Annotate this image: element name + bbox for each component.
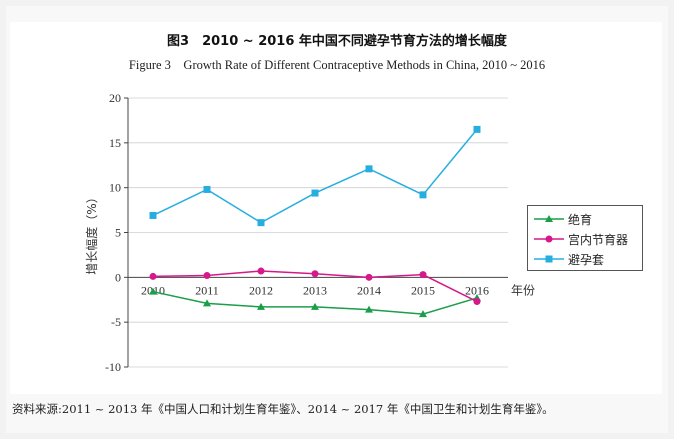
- x-tick-label: 2013: [303, 283, 327, 297]
- x-tick-label: 2011: [195, 283, 219, 297]
- data-point-triangle: [419, 310, 427, 318]
- legend-circle-icon: [534, 235, 564, 243]
- source-note: 资料来源:2011 ~ 2013 年《中国人口和计划生育年鉴》、2014 ~ 2…: [12, 402, 554, 416]
- legend-item-condom: 避孕套: [528, 250, 642, 268]
- legend-item-jueyu: 绝育: [528, 210, 642, 228]
- legend-label-iud: 宫内节育器: [568, 233, 629, 247]
- chart-title-cn: 图3 2010 ~ 2016 年中国不同避孕节育方法的增长幅度: [167, 34, 507, 49]
- data-point-circle: [473, 298, 481, 306]
- data-point-circle: [257, 267, 265, 275]
- data-point-circle: [311, 270, 319, 278]
- y-tick-label: 0: [115, 270, 121, 284]
- data-point-square: [257, 219, 265, 227]
- data-point-circle: [419, 271, 427, 279]
- data-point-triangle: [149, 287, 157, 295]
- legend-label-condom: 避孕套: [568, 253, 605, 267]
- y-tick-label: 5: [115, 226, 121, 240]
- data-point-square: [203, 185, 211, 193]
- y-axis-label: 增长幅度（%）: [84, 191, 99, 274]
- y-tick-label: -10: [105, 360, 121, 374]
- legend-item-iud: 宫内节育器: [528, 230, 642, 248]
- data-point-triangle: [203, 299, 211, 307]
- data-point-triangle: [257, 302, 265, 310]
- legend-triangle-icon: [534, 215, 564, 222]
- data-point-square: [419, 191, 427, 199]
- y-tick-label: 10: [109, 181, 121, 195]
- data-point-square: [473, 125, 481, 133]
- x-tick-label: 2015: [411, 283, 435, 297]
- data-point-square: [149, 211, 157, 219]
- chart-legend: 绝育 宫内节育器 避孕套: [527, 205, 643, 271]
- chart-title-en: Figure 3 Growth Rate of Different Contra…: [128, 58, 546, 72]
- legend-square-icon: [534, 255, 564, 263]
- y-tick-label: 15: [109, 136, 121, 150]
- data-point-square: [311, 189, 319, 197]
- series-line-2: [152, 128, 478, 224]
- data-point-circle: [149, 272, 157, 280]
- data-point-circle: [365, 273, 373, 281]
- x-tick-label: 2012: [249, 283, 273, 297]
- y-tick-label: 20: [109, 91, 121, 105]
- x-tick-label: 2016: [465, 283, 489, 297]
- y-tick-label: -5: [111, 315, 121, 329]
- data-point-triangle: [311, 302, 319, 310]
- legend-label-jueyu: 绝育: [568, 213, 593, 227]
- data-point-square: [365, 165, 373, 173]
- data-point-triangle: [365, 305, 373, 313]
- x-axis-label: 年份: [511, 283, 535, 297]
- data-point-circle: [203, 272, 211, 280]
- x-tick-label: 2014: [357, 283, 381, 297]
